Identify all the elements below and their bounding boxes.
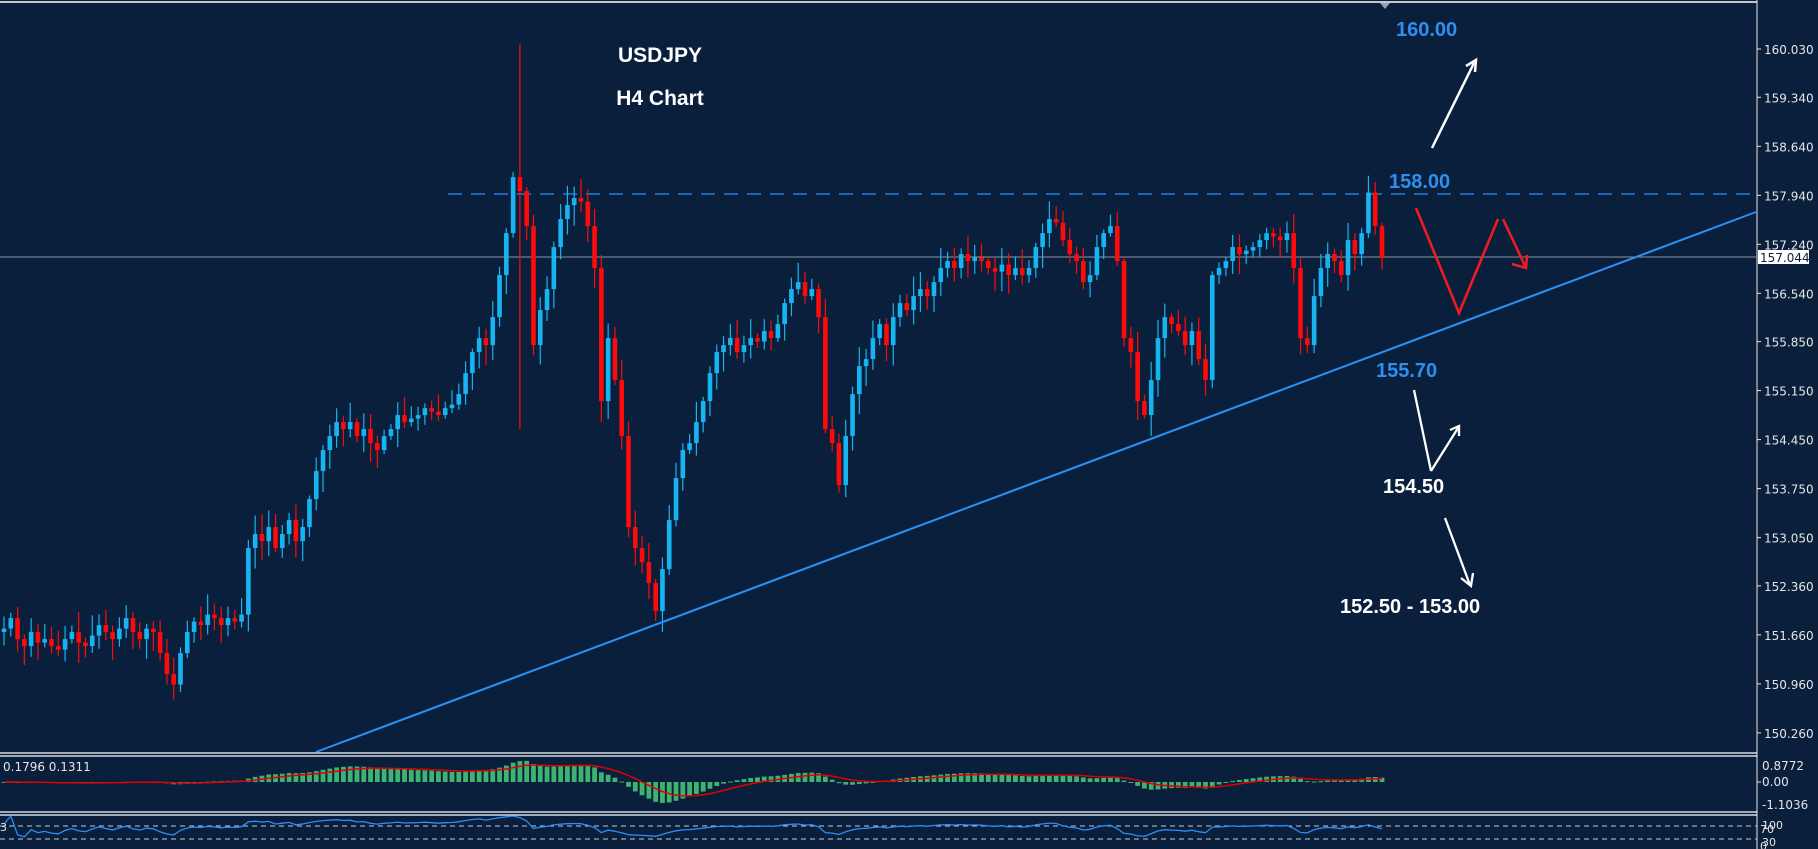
- bearish-arrow-icon: [1443, 517, 1475, 589]
- rsi-axis-30: 30: [1762, 836, 1776, 849]
- price-tick-label: 153.750: [1764, 483, 1814, 497]
- macd-signal-line: [3, 764, 1383, 797]
- price-tick-label: 155.150: [1764, 385, 1814, 399]
- projection-zigzag-arrow-icon: [1414, 207, 1529, 317]
- price-tick-label: 157.940: [1764, 189, 1814, 203]
- rsi-left-label: 3: [0, 821, 7, 834]
- shift-marker-icon[interactable]: [1380, 3, 1390, 9]
- macd-axis-low: -1.1036: [1762, 798, 1808, 812]
- support-154-50-label: 154.50: [1383, 476, 1444, 498]
- price-tick-label: 150.260: [1764, 727, 1814, 741]
- price-tick-label: 154.450: [1764, 434, 1814, 448]
- price-tick-label: 158.640: [1764, 140, 1814, 154]
- current-price-text: 157.044: [1760, 251, 1810, 265]
- price-tick-label: 152.360: [1764, 580, 1814, 594]
- macd-histogram: [1, 760, 1385, 804]
- resistance-158-label: 158.00: [1389, 171, 1450, 193]
- chart-title: USDJPY: [618, 44, 702, 67]
- price-tick-label: 156.540: [1764, 287, 1814, 301]
- current-price-tag: [1758, 250, 1809, 264]
- panel-borders: [0, 0, 1758, 849]
- price-tick-label: 155.850: [1764, 336, 1814, 350]
- chart-subtitle: H4 Chart: [616, 87, 704, 110]
- support-155-70-label: 155.70: [1376, 360, 1437, 382]
- target-160-label: 160.00: [1396, 19, 1457, 41]
- price-tick-label: 153.050: [1764, 532, 1814, 546]
- macd-axis-zero: 0.00: [1762, 775, 1789, 789]
- price-tick-label: 151.660: [1764, 629, 1814, 643]
- macd-values-label: 0.1796 0.1311: [3, 760, 91, 774]
- rsi-axis-100: 100: [1762, 819, 1783, 832]
- target-range-label: 152.50 - 153.00: [1340, 596, 1480, 618]
- rsi-axis-70: 70: [1760, 823, 1774, 836]
- macd-axis-high: 0.8772: [1762, 759, 1804, 773]
- price-axis: 160.030 159.340 158.640 157.940 157.240 156.5…: [1757, 43, 1814, 741]
- bullish-arrow-icon: [1430, 57, 1478, 149]
- price-tick-label: 150.960: [1764, 678, 1814, 692]
- price-tick-label: 157.240: [1764, 238, 1814, 252]
- candlestick-series: [1, 44, 1385, 700]
- rsi-axis-0: 0: [1760, 840, 1767, 849]
- rsi-line: [3, 814, 1383, 838]
- price-tick-label: 160.030: [1764, 43, 1814, 57]
- pullback-bounce-arrow-icon: [1412, 389, 1461, 472]
- ascending-trendline[interactable]: [315, 211, 1757, 753]
- price-tick-label: 159.340: [1764, 91, 1814, 105]
